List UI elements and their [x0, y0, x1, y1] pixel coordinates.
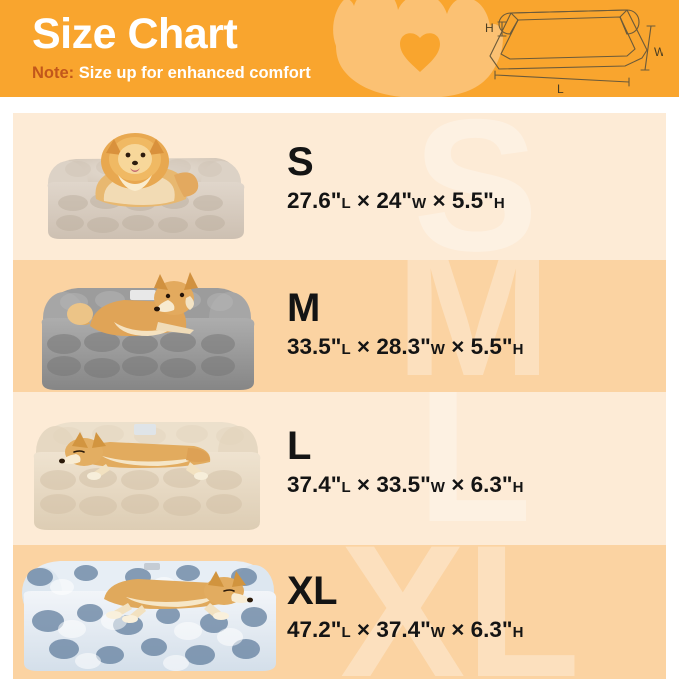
note-text: Size up for enhanced comfort	[78, 64, 311, 82]
table-row: M	[13, 260, 666, 392]
dim-length: 33.5"	[287, 334, 342, 359]
dim-length-unit: L	[341, 195, 351, 212]
dog-bed-photo-small	[18, 125, 273, 247]
size-block: XL 47.2"L × 37.4"W × 6.3"H	[287, 570, 523, 647]
diagram-label-l: L	[557, 82, 564, 94]
times-symbol-2: ×	[451, 472, 465, 497]
size-dimensions: 33.5"L × 28.3"W × 5.5"H	[287, 333, 523, 364]
dim-height: 6.3"	[470, 617, 513, 642]
dim-length: 27.6"	[287, 188, 342, 213]
dim-length-unit: L	[341, 341, 351, 358]
dim-width-unit: W	[430, 624, 445, 641]
dim-height-unit: H	[512, 479, 524, 496]
diagram-label-h: H	[485, 21, 494, 35]
times-symbol-2: ×	[432, 188, 446, 213]
times-symbol-2: ×	[451, 334, 465, 359]
size-dimensions: 47.2"L × 37.4"W × 6.3"H	[287, 616, 523, 647]
table-row: S	[13, 113, 666, 260]
size-letter: M	[287, 286, 320, 330]
size-dimensions: 27.6"L × 24"W × 5.5"H	[287, 187, 505, 218]
bed-dimension-diagram: H W L	[485, 9, 663, 94]
dim-length: 37.4"	[287, 472, 342, 497]
page-title: Size Chart	[32, 10, 238, 58]
size-dimensions: 37.4"L × 33.5"W × 6.3"H	[287, 471, 523, 502]
times-symbol-2: ×	[451, 617, 465, 642]
dim-height-unit: H	[512, 624, 524, 641]
table-row: L	[13, 392, 666, 545]
size-block: L 37.4"L × 33.5"W × 6.3"H	[287, 425, 523, 502]
dim-width: 24"	[376, 188, 413, 213]
table-row: XL	[13, 545, 666, 679]
dog-bed-photo-medium	[18, 266, 276, 392]
dim-width-unit: W	[430, 479, 445, 496]
dim-height: 5.5"	[470, 334, 513, 359]
size-chart-table: S	[13, 113, 666, 679]
diagram-label-w: W	[654, 45, 663, 59]
size-letter: XL	[287, 569, 338, 613]
note-label: Note:	[32, 64, 75, 82]
dim-width: 33.5"	[376, 472, 431, 497]
dim-length-unit: L	[341, 624, 351, 641]
header-banner: H W L Size Chart Note: Size up for enhan…	[0, 0, 679, 97]
dim-width-unit: W	[430, 341, 445, 358]
dim-height-unit: H	[512, 341, 524, 358]
dog-bed-photo-large	[18, 406, 276, 534]
note-line: Note: Size up for enhanced comfort	[32, 62, 311, 84]
dog-silhouette-icon	[333, 0, 503, 97]
size-block: M 33.5"L × 28.3"W × 5.5"H	[287, 287, 523, 364]
dim-height: 5.5"	[451, 188, 494, 213]
times-symbol-1: ×	[356, 188, 371, 213]
times-symbol-1: ×	[356, 617, 371, 642]
dim-width-unit: W	[412, 195, 427, 212]
dog-bed-photo-xlarge	[18, 551, 278, 675]
dim-length-unit: L	[341, 479, 351, 496]
size-letter: S	[287, 140, 314, 184]
dim-width: 37.4"	[376, 617, 431, 642]
times-symbol-1: ×	[356, 334, 371, 359]
size-letter: L	[287, 424, 311, 468]
dim-length: 47.2"	[287, 617, 342, 642]
dim-height-unit: H	[493, 195, 505, 212]
dim-height: 6.3"	[470, 472, 513, 497]
size-block: S 27.6"L × 24"W × 5.5"H	[287, 141, 505, 218]
dim-width: 28.3"	[376, 334, 431, 359]
times-symbol-1: ×	[356, 472, 371, 497]
